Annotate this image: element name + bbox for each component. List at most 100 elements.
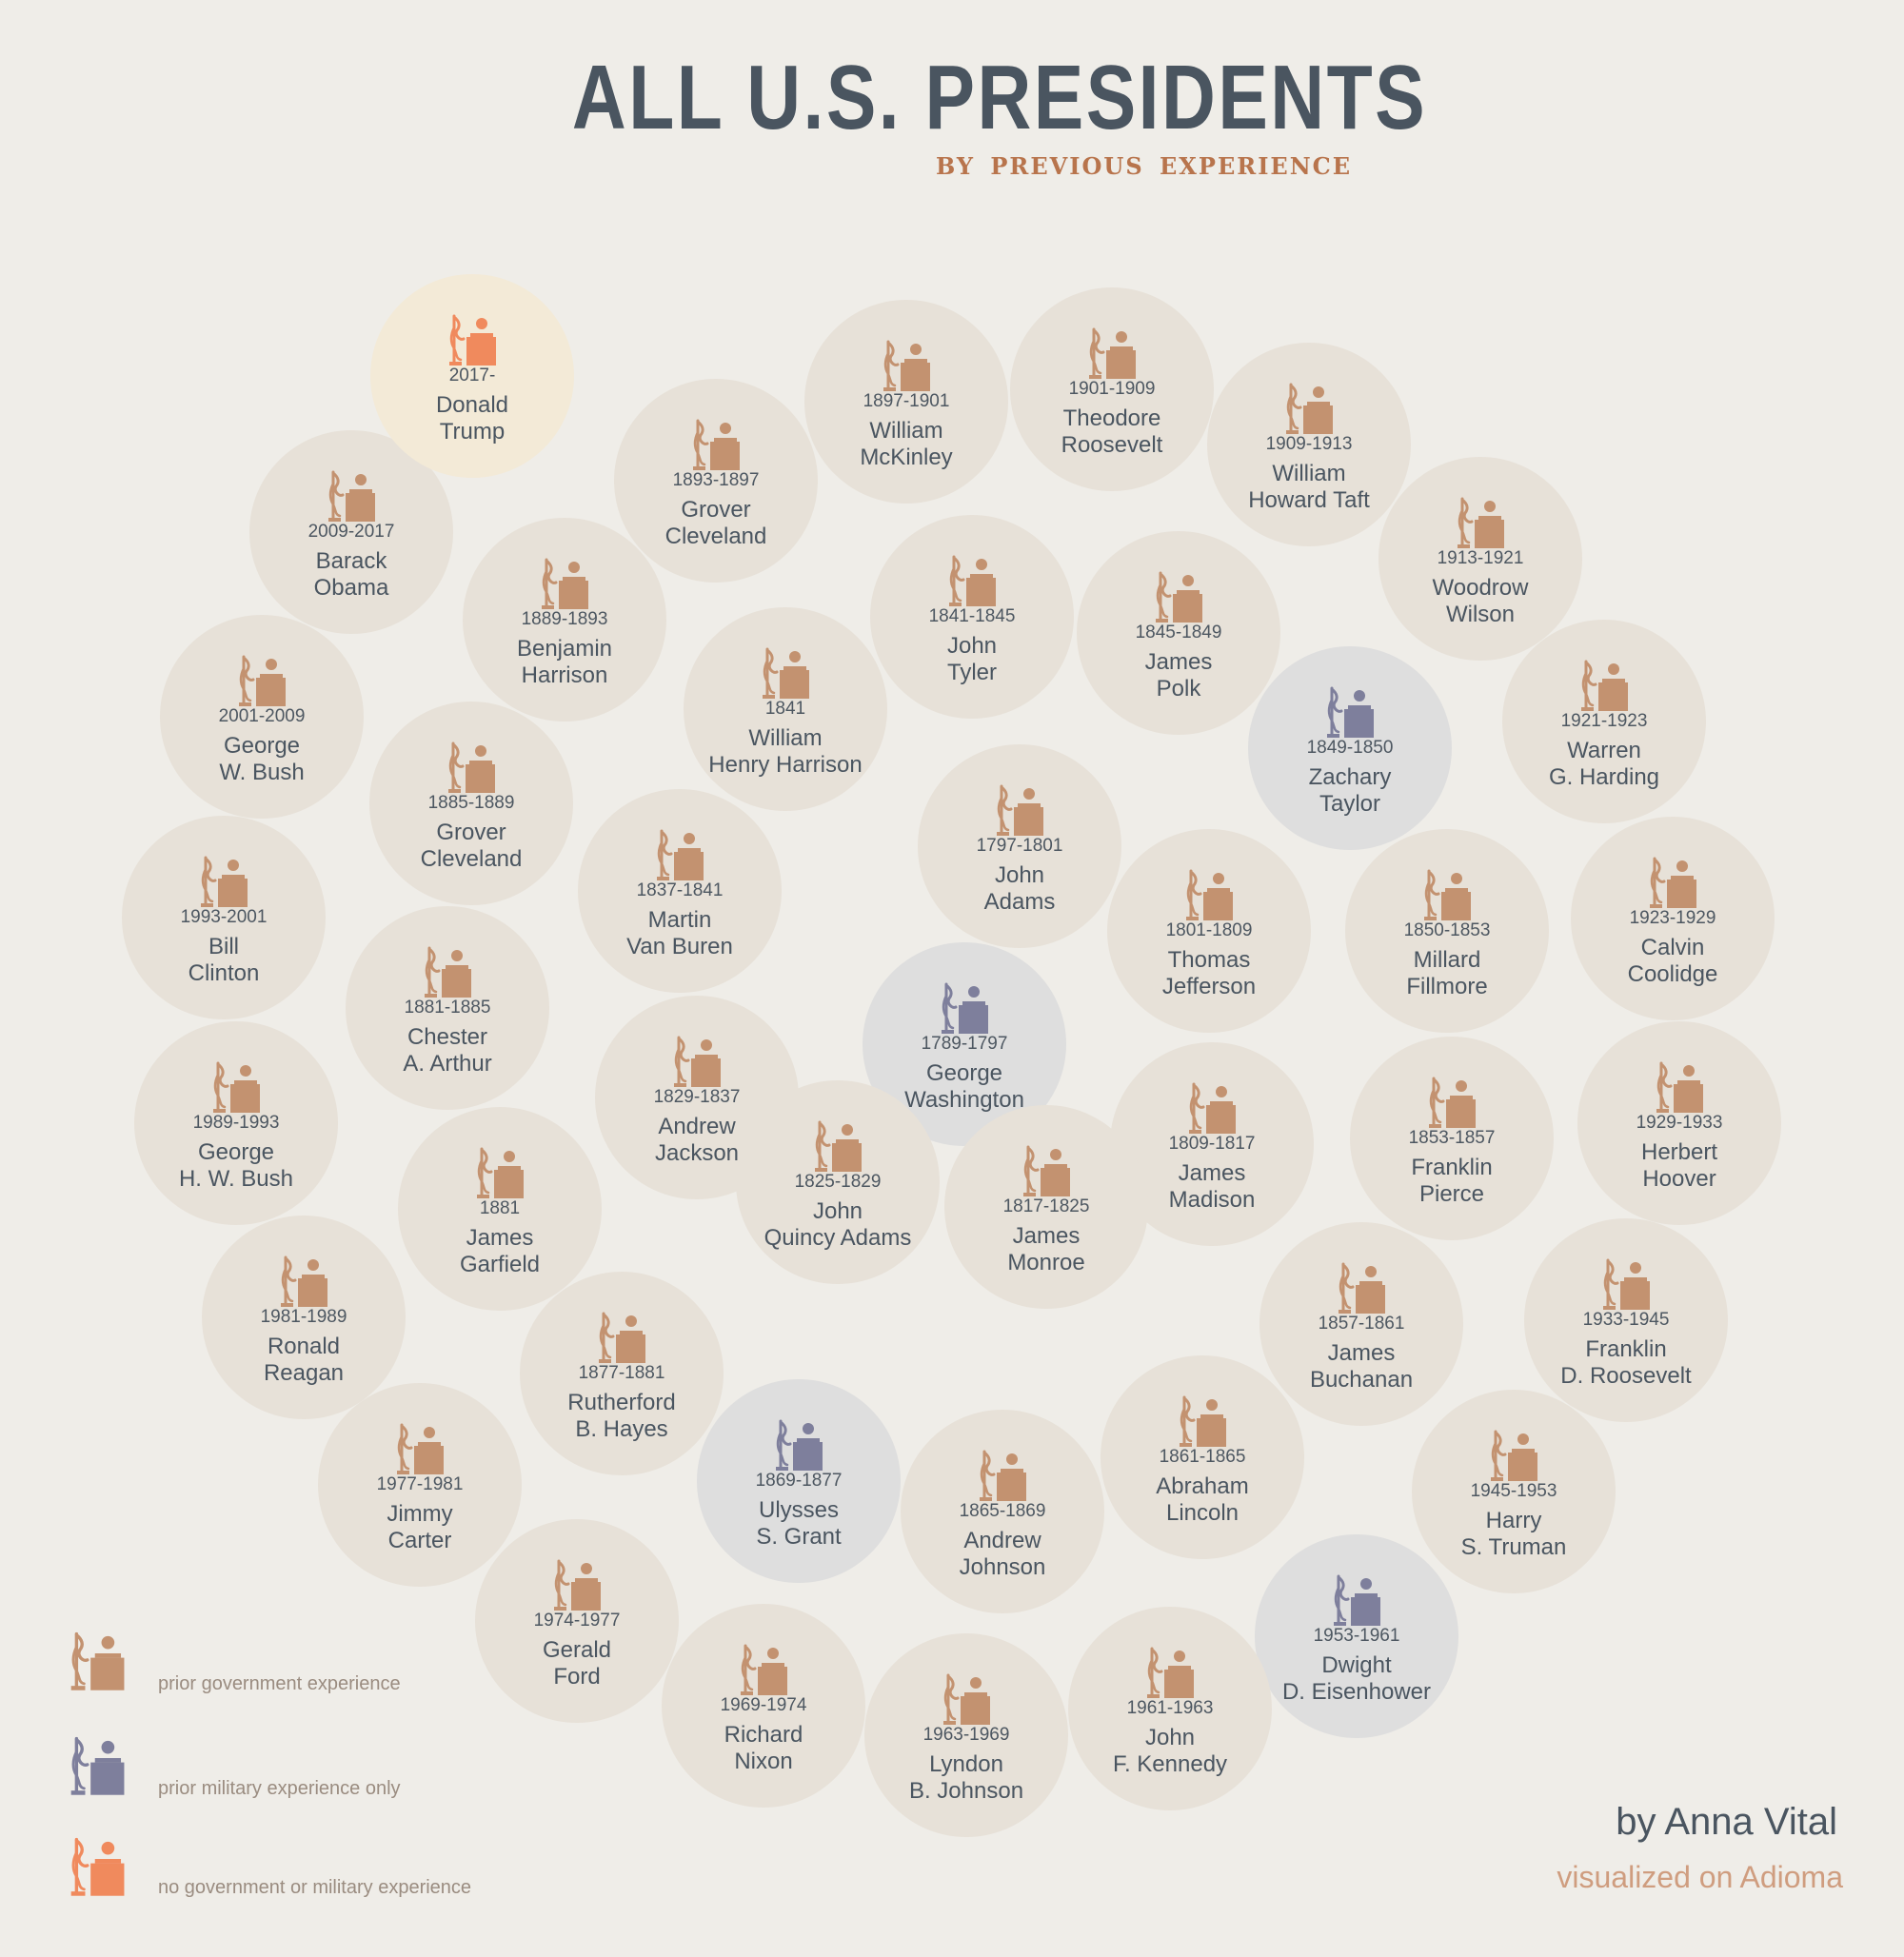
president-bubble-gw-bush[interactable]: 2001-2009 George W. Bush	[160, 615, 364, 819]
president-name-line: Ronald	[267, 1334, 341, 1359]
president-name-line: Jefferson	[1161, 974, 1257, 999]
president-bubble-lincoln[interactable]: 1861-1865 Abraham Lincoln	[1101, 1355, 1304, 1559]
podium-flag-icon	[1286, 383, 1333, 434]
president-bubble-reagan[interactable]: 1981-1989 Ronald Reagan	[202, 1216, 406, 1419]
podium-flag-icon	[1147, 1647, 1194, 1698]
president-name: Barack Obama	[249, 548, 453, 602]
president-bubble-truman[interactable]: 1945-1953 Harry S. Truman	[1412, 1390, 1616, 1593]
president-bubble-jackson[interactable]: 1829-1837 Andrew Jackson	[595, 996, 799, 1199]
president-bubble-j-adams[interactable]: 1797-1801 John Adams	[918, 744, 1121, 948]
president-name-line: Millard	[1413, 947, 1481, 973]
president-name-line: Thomas	[1167, 947, 1251, 973]
president-bubble-b-harrison[interactable]: 1889-1893 Benjamin Harrison	[463, 518, 666, 722]
president-name: William Henry Harrison	[684, 725, 887, 779]
president-bubble-cleveland-1[interactable]: 1885-1889 Grover Cleveland	[369, 702, 573, 905]
president-bubble-clinton[interactable]: 1993-2001 Bill Clinton	[122, 816, 326, 1019]
podium-flag-icon	[1656, 1061, 1703, 1113]
president-bubble-cleveland-2[interactable]: 1893-1897 Grover Cleveland	[614, 379, 818, 583]
podium-flag-icon	[397, 1423, 444, 1474]
president-name-line: Grover	[436, 820, 506, 845]
president-name: Grover Cleveland	[369, 820, 573, 873]
term-years: 1921-1923	[1560, 711, 1648, 731]
president-bubble-tyler[interactable]: 1841-1845 John Tyler	[870, 515, 1074, 719]
term-years: 2001-2009	[218, 706, 306, 726]
president-name-line: Fillmore	[1406, 974, 1488, 999]
president-name-line: A. Arthur	[403, 1051, 492, 1077]
president-bubble-wilson[interactable]: 1913-1921 Woodrow Wilson	[1378, 457, 1582, 661]
term-years: 1881-1885	[404, 998, 491, 1018]
term-years: 1993-2001	[180, 907, 268, 927]
podium-flag-icon	[201, 856, 248, 907]
president-name: Benjamin Harrison	[463, 636, 666, 689]
president-name-line: Rutherford	[567, 1390, 676, 1415]
president-bubble-grant[interactable]: 1869-1877 Ulysses S. Grant	[697, 1379, 901, 1583]
podium-flag-icon	[542, 558, 588, 609]
podium-flag-icon	[70, 1736, 125, 1795]
president-name-line: Zachary	[1308, 764, 1392, 790]
president-bubble-taft[interactable]: 1909-1913 William Howard Taft	[1207, 343, 1411, 546]
president-name: Dwight D. Eisenhower	[1255, 1652, 1458, 1706]
president-name-line: William	[1272, 461, 1346, 486]
president-name-line: Roosevelt	[1061, 432, 1163, 458]
president-name-line: Warren	[1567, 738, 1641, 763]
president-name-line: Franklin	[1411, 1155, 1493, 1180]
president-bubble-ghw-bush[interactable]: 1989-1993 George H. W. Bush	[134, 1021, 338, 1225]
president-name-line: George	[925, 1060, 1003, 1086]
president-bubble-garfield[interactable]: 1881 James Garfield	[398, 1107, 602, 1311]
president-bubble-buchanan[interactable]: 1857-1861 James Buchanan	[1259, 1222, 1463, 1426]
president-bubble-t-roosevelt[interactable]: 1901-1909 Theodore Roosevelt	[1010, 287, 1214, 491]
president-bubble-pierce[interactable]: 1853-1857 Franklin Pierce	[1350, 1037, 1554, 1240]
president-bubble-coolidge[interactable]: 1923-1929 Calvin Coolidge	[1571, 817, 1775, 1020]
president-name-line: F. Kennedy	[1112, 1751, 1228, 1777]
president-bubble-lb-johnson[interactable]: 1963-1969 Lyndon B. Johnson	[864, 1633, 1068, 1837]
term-years: 1901-1909	[1068, 379, 1156, 399]
president-name: Donald Trump	[370, 392, 574, 445]
president-bubble-obama[interactable]: 2009-2017 Barack Obama	[249, 430, 453, 634]
podium-flag-icon	[1186, 869, 1233, 920]
president-bubble-nixon[interactable]: 1969-1974 Richard Nixon	[662, 1604, 865, 1808]
president-name: Grover Cleveland	[614, 497, 818, 550]
president-name-line: Reagan	[263, 1360, 345, 1386]
president-name-line: Martin	[647, 907, 712, 933]
president-bubble-ford[interactable]: 1974-1977 Gerald Ford	[475, 1519, 679, 1723]
president-bubble-hoover[interactable]: 1929-1933 Herbert Hoover	[1577, 1021, 1781, 1225]
president-bubble-eisenhower[interactable]: 1953-1961 Dwight D. Eisenhower	[1255, 1534, 1458, 1738]
president-name: Richard Nixon	[662, 1722, 865, 1775]
president-bubble-arthur[interactable]: 1881-1885 Chester A. Arthur	[346, 906, 549, 1110]
president-bubble-mckinley[interactable]: 1897-1901 William McKinley	[804, 300, 1008, 504]
legend-military-label: prior military experience only	[158, 1778, 401, 1799]
podium-flag-icon	[70, 1631, 125, 1690]
president-name-line: Nixon	[734, 1749, 793, 1774]
president-name: James Monroe	[944, 1223, 1148, 1276]
president-bubble-hayes[interactable]: 1877-1881 Rutherford B. Hayes	[520, 1272, 724, 1475]
president-name-line: John	[946, 633, 998, 659]
president-bubble-monroe[interactable]: 1817-1825 James Monroe	[944, 1105, 1148, 1309]
president-name-line: Benjamin	[516, 636, 613, 662]
president-bubble-trump[interactable]: 2017- Donald Trump	[370, 274, 574, 478]
president-name: Herbert Hoover	[1577, 1139, 1781, 1193]
president-name: Rutherford B. Hayes	[520, 1390, 724, 1443]
term-years: 1869-1877	[755, 1471, 843, 1491]
president-bubble-wh-harrison[interactable]: 1841 William Henry Harrison	[684, 607, 887, 811]
president-bubble-kennedy[interactable]: 1961-1963 John F. Kennedy	[1068, 1607, 1272, 1810]
president-bubble-jefferson[interactable]: 1801-1809 Thomas Jefferson	[1107, 829, 1311, 1033]
president-bubble-van-buren[interactable]: 1837-1841 Martin Van Buren	[578, 789, 782, 993]
president-bubble-taylor[interactable]: 1849-1850 Zachary Taylor	[1248, 646, 1452, 850]
president-name-line: Chester	[407, 1024, 488, 1050]
president-bubble-harding[interactable]: 1921-1923 Warren G. Harding	[1502, 620, 1706, 823]
president-name: Ronald Reagan	[202, 1334, 406, 1387]
president-name-line: Buchanan	[1309, 1367, 1414, 1393]
president-bubble-fd-roosevelt[interactable]: 1933-1945 Franklin D. Roosevelt	[1524, 1218, 1728, 1422]
page-title: ALL U.S. PRESIDENTS	[571, 47, 1428, 148]
president-bubble-fillmore[interactable]: 1850-1853 Millard Fillmore	[1345, 829, 1549, 1033]
president-bubble-a-johnson[interactable]: 1865-1869 Andrew Johnson	[901, 1410, 1104, 1613]
president-bubble-carter[interactable]: 1977-1981 Jimmy Carter	[318, 1383, 522, 1587]
president-bubble-jq-adams[interactable]: 1825-1829 John Quincy Adams	[736, 1080, 940, 1284]
term-years: 1945-1953	[1470, 1481, 1557, 1501]
president-bubble-polk[interactable]: 1845-1849 James Polk	[1077, 531, 1280, 735]
president-name-line: Franklin	[1585, 1336, 1667, 1362]
president-name-line: Coolidge	[1627, 961, 1718, 987]
term-years: 1809-1817	[1168, 1134, 1256, 1154]
president-name-line: Bill	[208, 934, 239, 959]
president-name-line: Henry Harrison	[708, 752, 863, 778]
